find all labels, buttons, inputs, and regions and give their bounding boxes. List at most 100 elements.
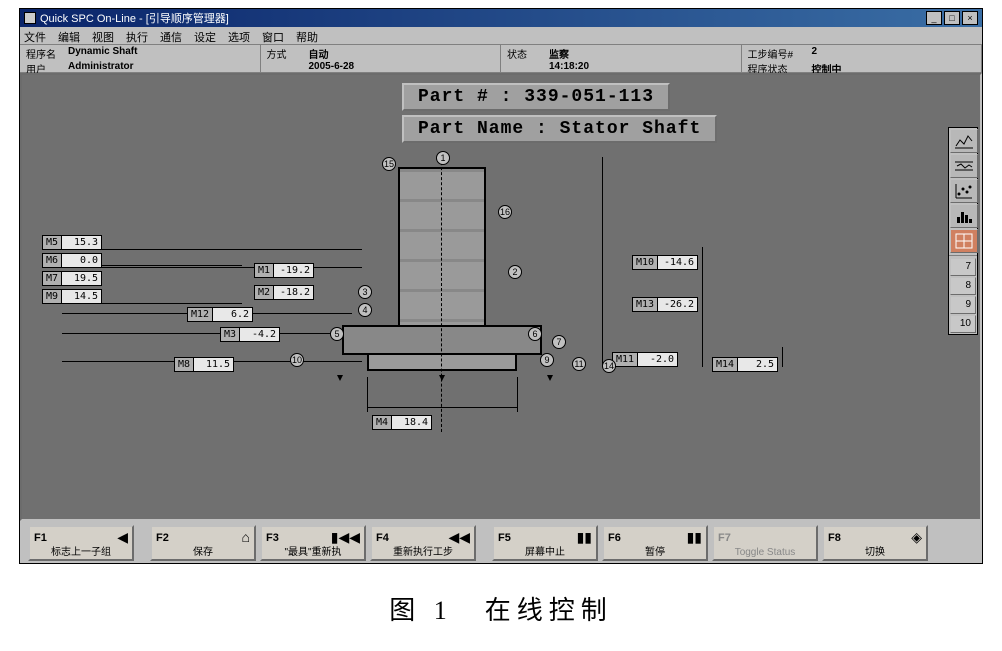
meas-val: 18.4 [392,415,432,430]
arrow-icon [337,375,343,381]
info-date-label [267,61,309,72]
fkey-f2[interactable]: F2 ⌂ 保存 [150,525,256,561]
tool-divider [949,255,977,256]
meas-m4: M418.4 [372,415,432,430]
infobar: 程序名Dynamic Shaft 用户Administrator 方式自动 20… [20,45,982,73]
fkey-label: Toggle Status [714,547,816,558]
menu-help[interactable]: 帮助 [296,29,318,42]
menu-run[interactable]: 执行 [126,29,148,42]
info-program-value: Dynamic Shaft [68,46,137,61]
tool-grid-icon[interactable] [950,229,978,253]
dim-point-2: 2 [508,265,522,279]
meas-m6: M6 0.0 [42,253,102,268]
info-step-label: 工步编号# [748,46,812,61]
tool-histogram-icon[interactable] [950,204,978,228]
tool-chart2-icon[interactable] [950,154,978,178]
dim-point-5: 5 [330,327,344,341]
dim-point-15: 15 [382,157,396,171]
meas-m13: M13-26.2 [632,297,698,312]
info-state-label: 状态 [507,46,549,61]
tool-num-10[interactable]: 10 [950,315,976,333]
info-col-3: 状态监察 14:18:20 [501,45,742,72]
meas-m9: M9 14.5 [42,289,102,304]
dim-line [367,407,517,408]
meas-tag: M5 [42,235,62,250]
part-name-box: Part Name : Stator Shaft [402,115,717,143]
menubar: 文件 编辑 视图 执行 通信 设定 选项 窗口 帮助 [20,27,982,45]
tool-num-9[interactable]: 9 [950,296,976,314]
dim-point-11: 11 [572,357,586,371]
meas-val: -4.2 [240,327,280,342]
meas-val: -18.2 [274,285,314,300]
side-toolbar: 7 8 9 10 [948,127,978,335]
fkey-f4[interactable]: F4 ◀◀ 重新执行工步 [370,525,476,561]
minimize-button[interactable]: _ [926,11,942,25]
dim-point-6: 6 [528,327,542,341]
dim-point-9: 9 [540,353,554,367]
fkey-f6[interactable]: F6 ▮▮ 暂停 [602,525,708,561]
dim-point-1: 1 [436,151,450,165]
close-button[interactable]: × [962,11,978,25]
tool-num-7[interactable]: 7 [950,258,976,276]
tool-chart1-icon[interactable] [950,129,978,153]
fkey-f3[interactable]: F3 ▮◀◀ "最具"重新执 [260,525,366,561]
fkey-label: 切换 [824,543,926,558]
meas-tag: M8 [174,357,194,372]
meas-tag: M2 [254,285,274,300]
meas-tag: M12 [187,307,213,322]
menu-comm[interactable]: 通信 [160,29,182,42]
meas-val: -14.6 [658,255,698,270]
info-col-1: 程序名Dynamic Shaft 用户Administrator [20,45,261,72]
meas-m5: M5 15.3 [42,235,102,250]
meas-val: 15.3 [62,235,102,250]
info-time-label [507,61,549,72]
meas-m1: M1-19.2 [254,263,314,278]
menu-edit[interactable]: 编辑 [58,29,80,42]
fkey-label: "最具"重新执 [262,543,364,558]
shaft-body [398,167,486,327]
shaft-base [367,353,517,371]
dim-line [62,267,362,268]
meas-m12: M126.2 [187,307,253,322]
maximize-button[interactable]: □ [944,11,960,25]
meas-tag: M13 [632,297,658,312]
meas-tag: M10 [632,255,658,270]
menu-window[interactable]: 窗口 [262,29,284,42]
menu-view[interactable]: 视图 [92,29,114,42]
dim-point-4: 4 [358,303,372,317]
dim-point-14: 14 [602,359,616,373]
meas-tag: M1 [254,263,274,278]
dim-point-16: 16 [498,205,512,219]
dim-line [62,249,362,250]
meas-m8: M811.5 [174,357,234,372]
menu-file[interactable]: 文件 [24,29,46,42]
dim-point-7: 7 [552,335,566,349]
info-col-4: 工步编号#2 程序状态控制中 [742,45,983,72]
info-mode-value: 自动 [309,46,329,61]
menu-opt[interactable]: 选项 [228,29,250,42]
meas-val: -26.2 [658,297,698,312]
meas-val: 0.0 [62,253,102,268]
dim-point-3: 3 [358,285,372,299]
part-number-box: Part # : 339-051-113 [402,83,670,111]
meas-tag: M14 [712,357,738,372]
fkey-f5[interactable]: F5 ▮▮ 屏幕中止 [492,525,598,561]
fkey-f8[interactable]: F8 ◈ 切换 [822,525,928,561]
shaft-centerline [441,152,442,432]
meas-tag: M4 [372,415,392,430]
dim-point-10: 10 [290,353,304,367]
arrow-icon [439,375,445,381]
meas-val: 11.5 [194,357,234,372]
fkey-label: 保存 [152,543,254,558]
fkey-f1[interactable]: F1 ◀ 标志上一子组 [28,525,134,561]
meas-tag: M3 [220,327,240,342]
meas-m7: M7 19.5 [42,271,102,286]
tool-scatter-icon[interactable] [950,179,978,203]
menu-set[interactable]: 设定 [194,29,216,42]
info-date-value: 2005-6-28 [309,61,355,72]
system-icon [24,12,36,24]
meas-tag: M6 [42,253,62,268]
dim-line [702,247,703,367]
shaft-flange [342,325,542,355]
tool-num-8[interactable]: 8 [950,277,976,295]
